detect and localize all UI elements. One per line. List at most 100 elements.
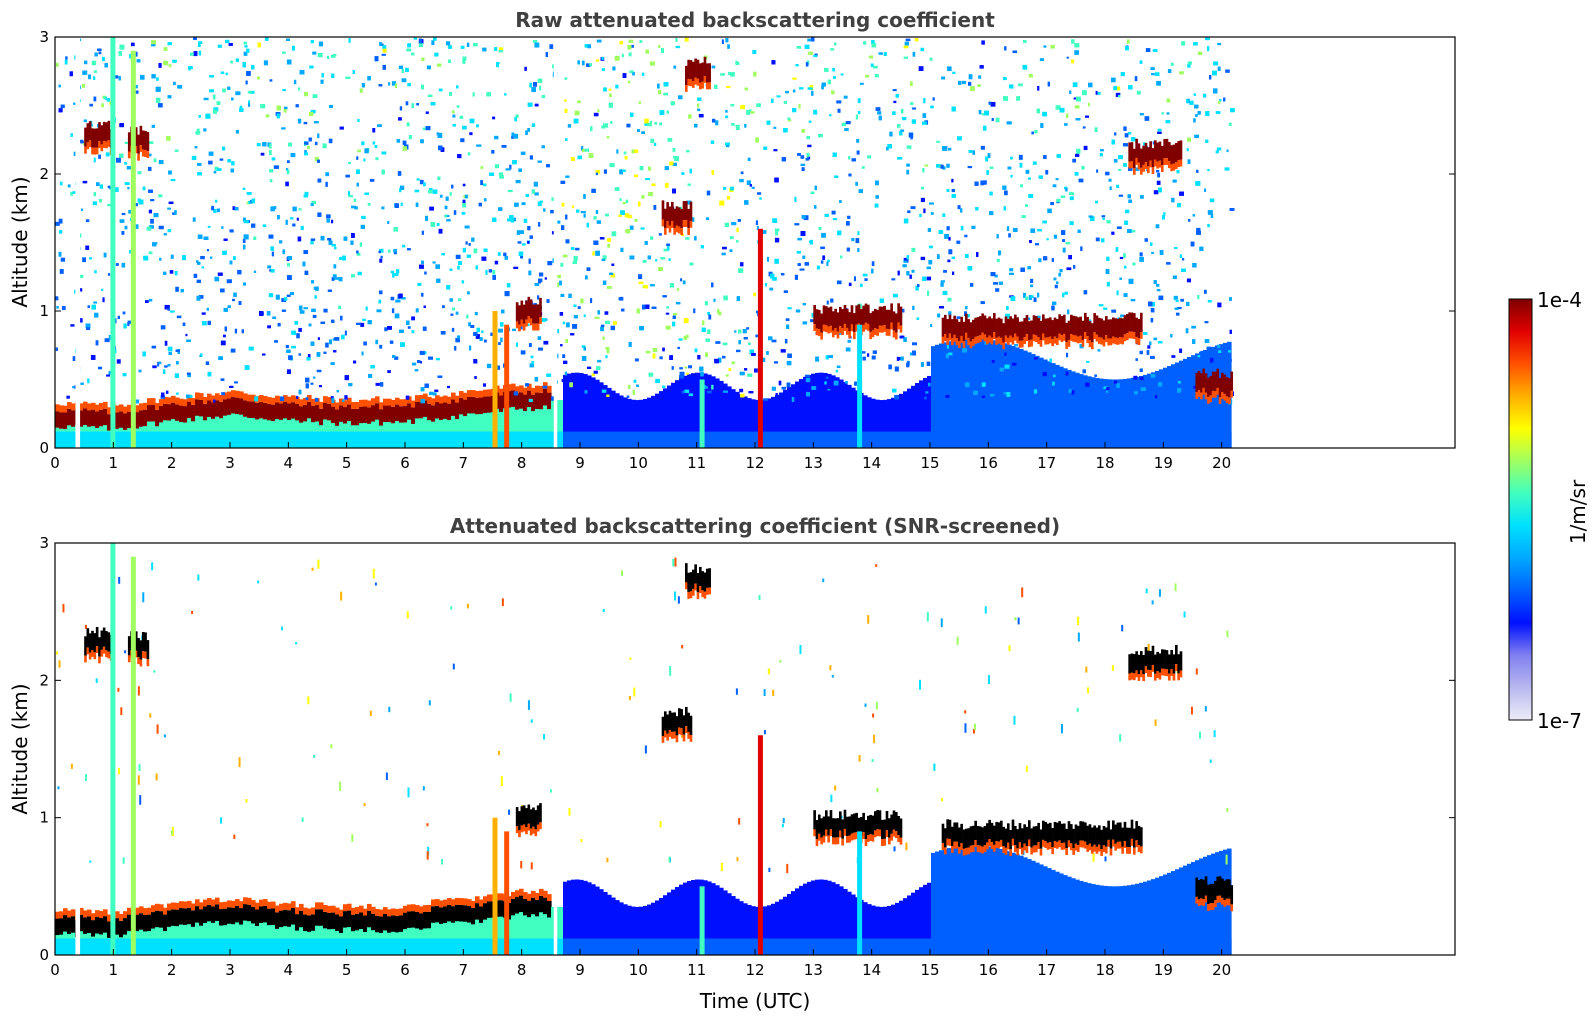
noise-pixel (1212, 70, 1218, 76)
noise-pixel (1042, 371, 1047, 377)
noise-pixel (1128, 167, 1133, 171)
noise-pixel (832, 67, 835, 72)
noise-pixel (1161, 112, 1164, 115)
boundary-layer-edge (239, 391, 244, 399)
noise-pixel (85, 219, 90, 223)
aerosol-column (527, 400, 532, 448)
boundary-layer-top (439, 403, 444, 420)
noise-pixel (193, 37, 197, 40)
noise-pixel (196, 163, 202, 166)
surface-band (91, 431, 96, 448)
noise-pixel (584, 390, 588, 394)
noise-pixel (520, 151, 526, 155)
noise-pixel (991, 118, 994, 121)
noise-pixel (418, 43, 423, 48)
noise-pixel (430, 102, 436, 106)
aerosol-column (771, 396, 776, 448)
noise-pixel (565, 175, 570, 178)
noise-pixel (711, 384, 714, 390)
noise-pixel (1163, 212, 1166, 216)
noise-pixel (1128, 199, 1133, 203)
surface-band (1083, 431, 1088, 448)
noise-pixel (93, 96, 97, 102)
noise-pixel (926, 276, 932, 281)
noise-pixel (379, 382, 384, 387)
noise-pixel (596, 220, 601, 224)
noise-pixel (156, 77, 159, 81)
noise-pixel (1193, 42, 1198, 46)
noise-pixel (479, 337, 483, 341)
noise-pixel (298, 87, 301, 91)
noise-pixel (871, 261, 875, 266)
noise-pixel (461, 280, 465, 284)
noise-pixel (1066, 352, 1069, 358)
noise-pixel (903, 260, 908, 263)
noise-pixel (652, 353, 656, 359)
noise-pixel (1155, 224, 1160, 229)
noise-pixel (512, 328, 516, 332)
noise-pixel (870, 63, 874, 67)
surface-band (395, 431, 400, 448)
noise-pixel (331, 219, 334, 224)
noise-pixel (79, 318, 83, 323)
noise-pixel (1127, 194, 1131, 199)
noise-pixel (420, 139, 424, 144)
noise-pixel (810, 319, 814, 323)
noise-pixel (214, 166, 219, 171)
noise-pixel (1012, 50, 1018, 54)
noise-pixel (341, 334, 345, 340)
noise-pixel (1064, 291, 1068, 295)
noise-pixel (491, 149, 495, 154)
boundary-layer-top (295, 403, 300, 421)
surface-band (615, 431, 620, 448)
noise-pixel (188, 67, 191, 71)
surface-band (1027, 431, 1032, 448)
noise-pixel (930, 105, 934, 109)
boundary-layer-top (155, 409, 160, 427)
noise-pixel (342, 399, 345, 402)
aerosol-column (835, 377, 840, 448)
noise-pixel (407, 43, 411, 48)
boundary-layer-top (243, 400, 248, 417)
noise-pixel (725, 37, 729, 43)
noise-pixel (168, 170, 172, 175)
noise-pixel (1116, 383, 1120, 388)
noise-pixel (483, 198, 487, 202)
boundary-layer-edge (103, 401, 108, 409)
noise-pixel (856, 138, 860, 143)
noise-pixel (81, 84, 85, 88)
noise-pixel (1094, 374, 1097, 377)
noise-pixel (281, 127, 286, 130)
noise-pixel (1157, 131, 1162, 134)
noise-pixel (1227, 350, 1232, 353)
noise-pixel (394, 356, 399, 360)
noise-pixel (186, 339, 191, 342)
noise-pixel (437, 176, 441, 181)
noise-pixel (158, 194, 163, 198)
noise-pixel (861, 351, 866, 354)
noise-pixel (99, 184, 104, 189)
noise-pixel (414, 369, 419, 372)
noise-pixel (398, 65, 404, 70)
noise-pixel (345, 174, 350, 178)
noise-pixel (186, 372, 191, 375)
noise-pixel (942, 213, 946, 217)
surface-band (887, 431, 892, 448)
noise-pixel (511, 132, 515, 137)
boundary-layer-edge (179, 398, 184, 406)
surface-band (455, 431, 460, 448)
noise-pixel (1010, 174, 1013, 178)
noise-pixel (537, 78, 543, 83)
noise-pixel (473, 43, 478, 47)
noise-pixel (228, 43, 233, 46)
boundary-layer-edge (391, 399, 396, 407)
noise-pixel (380, 43, 384, 47)
surface-band (451, 431, 456, 448)
noise-pixel (1150, 374, 1156, 378)
boundary-layer-top (291, 402, 296, 419)
boundary-layer-top (219, 401, 224, 419)
noise-pixel (1123, 126, 1127, 131)
noise-pixel (952, 71, 956, 74)
noise-pixel (951, 106, 956, 112)
noise-pixel (351, 205, 357, 209)
